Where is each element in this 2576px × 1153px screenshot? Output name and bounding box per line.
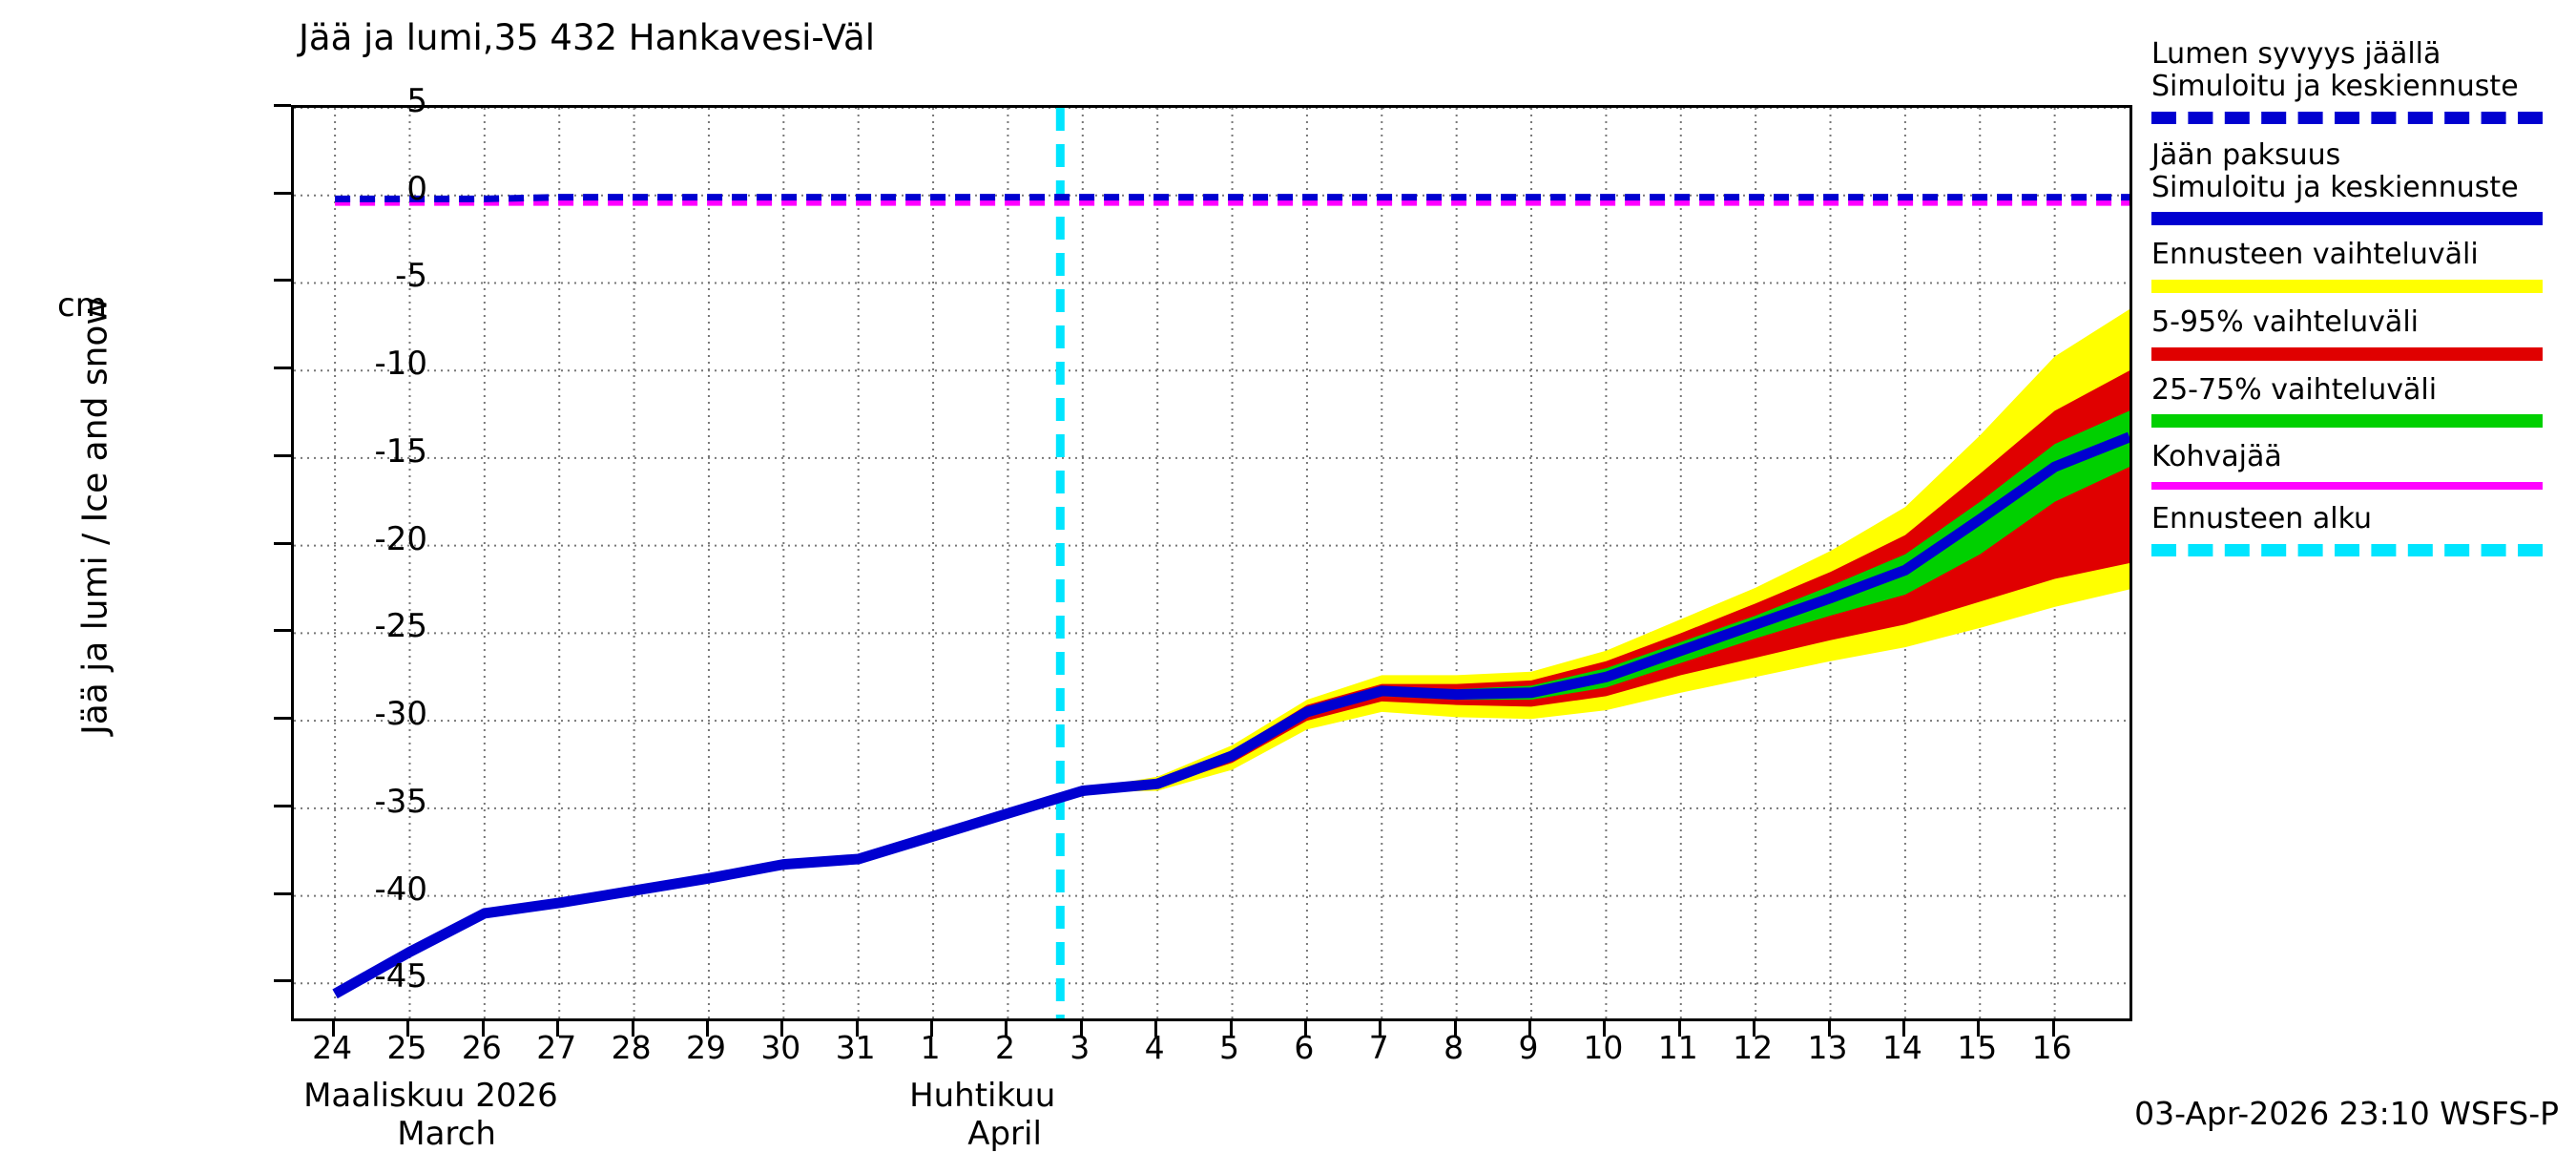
x-tick-mark [631,1021,634,1037]
legend-item: Kohvajää [2151,441,2576,490]
y-tick-label: -25 [374,607,427,646]
y-tick-mark [274,104,291,107]
y-tick-label: -20 [374,519,427,558]
x-tick-mark [1603,1021,1607,1037]
page-title: Jää ja lumi,35 432 Hankavesi-Väl [299,17,875,58]
y-tick-mark [274,541,291,545]
x-tick-label: 9 [1518,1029,1539,1066]
legend-item: 25-75% vaihteluväli [2151,372,2576,429]
y-tick-label: -10 [374,345,427,384]
x-tick-mark [556,1021,560,1037]
y-tick-label: 5 [406,82,427,120]
legend-item: Ennusteen vaihteluväli [2151,239,2576,293]
x-tick-mark [1453,1021,1457,1037]
y-tick-label: -30 [374,695,427,734]
month-label-march: Maaliskuu 2026 March [303,1077,590,1153]
legend-swatch [2151,481,2543,490]
month-fi: Maaliskuu 2026 [303,1077,558,1115]
x-tick-label: 4 [1144,1029,1165,1066]
legend-subtitle: Simuloitu ja keskiennuste [2151,69,2519,103]
y-tick-mark [274,279,291,283]
legend-title: Ennusteen alku [2151,501,2373,535]
y-tick-mark [274,629,291,633]
legend-swatch [2151,544,2543,557]
x-tick-label: 7 [1368,1029,1389,1066]
x-tick-mark [705,1021,709,1037]
y-tick-mark [274,979,291,983]
month-fi: Huhtikuu [909,1077,1056,1115]
y-tick-mark [274,804,291,807]
y-tick-mark [274,453,291,457]
footer-timestamp: 03-Apr-2026 23:10 WSFS-P [2134,1095,2559,1132]
x-tick-mark [1528,1021,1532,1037]
chart-legend: Lumen syvyys jäällä Simuloitu ja keskienn… [2151,38,2576,572]
y-tick-mark [274,191,291,195]
y-tick-label: -40 [374,870,427,909]
y-tick-label: 0 [406,169,427,208]
chart-svg [294,108,2129,1018]
legend-item: Ennusteen alku [2151,503,2576,557]
legend-swatch [2151,279,2543,293]
x-tick-mark [930,1021,934,1037]
legend-title: Ennusteen vaihteluväli [2151,238,2479,272]
x-tick-label: 6 [1294,1029,1315,1066]
legend-item: 5-95% vaihteluväli [2151,306,2576,361]
legend-swatch [2151,414,2543,429]
y-tick-mark [274,717,291,721]
month-label-april: Huhtikuu April [909,1077,1100,1153]
legend-title: 5-95% vaihteluväli [2151,304,2419,339]
x-tick-mark [2051,1021,2055,1037]
x-tick-mark [481,1021,485,1037]
x-tick-mark [1005,1021,1008,1037]
legend-title: Jään paksuus [2151,138,2341,173]
x-tick-mark [1303,1021,1307,1037]
legend-title: Kohvajää [2151,440,2282,474]
y-axis-unit: cm [57,286,107,325]
x-tick-mark [855,1021,859,1037]
legend-swatch [2151,346,2543,361]
x-tick-label: 1 [920,1029,941,1066]
y-tick-mark [274,367,291,370]
x-tick-mark [780,1021,784,1037]
y-tick-mark [274,891,291,895]
plot-area [291,105,2132,1021]
legend-swatch [2151,112,2543,125]
x-tick-mark [1079,1021,1083,1037]
x-tick-mark [1677,1021,1681,1037]
y-tick-label: -45 [374,957,427,996]
y-tick-label: -5 [395,257,427,296]
x-tick-label: 5 [1219,1029,1240,1066]
x-tick-mark [1901,1021,1905,1037]
y-tick-label: -35 [374,782,427,821]
legend-swatch [2151,212,2543,226]
month-en: April [967,1115,1042,1153]
x-tick-mark [1753,1021,1756,1037]
y-tick-label: -15 [374,431,427,471]
x-tick-mark [1229,1021,1233,1037]
month-en: March [397,1115,496,1153]
x-tick-mark [1154,1021,1158,1037]
legend-subtitle: Simuloitu ja keskiennuste [2151,170,2519,204]
x-tick-mark [332,1021,336,1037]
x-tick-mark [406,1021,410,1037]
x-tick-mark [1977,1021,1981,1037]
legend-title: Lumen syvyys jäällä [2151,37,2441,71]
x-tick-label: 2 [994,1029,1015,1066]
x-tick-label: 8 [1444,1029,1465,1066]
x-tick-label: 3 [1070,1029,1091,1066]
legend-item: Jään paksuus Simuloitu ja keskiennuste [2151,138,2576,226]
x-tick-mark [1379,1021,1382,1037]
legend-item: Lumen syvyys jäällä Simuloitu ja keskienn… [2151,37,2576,125]
legend-title: 25-75% vaihteluväli [2151,372,2438,407]
x-tick-mark [1827,1021,1831,1037]
